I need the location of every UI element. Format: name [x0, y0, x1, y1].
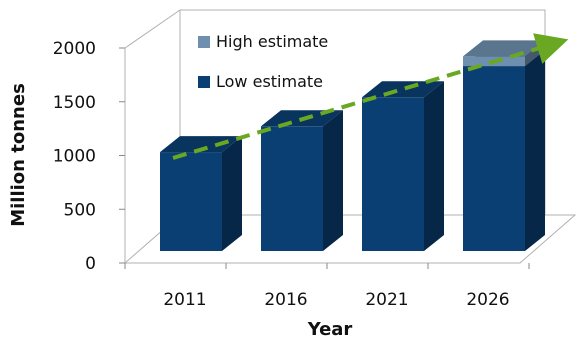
bar-low-estimate-2011-top	[160, 136, 242, 153]
legend-swatch-high-estimate	[198, 36, 210, 48]
bar-low-estimate-2016-side	[323, 110, 343, 251]
bar-low-estimate-2021-front	[362, 97, 424, 252]
y-tick-label: 1500	[53, 93, 96, 113]
legend: High estimate Low estimate	[198, 32, 328, 91]
y-axis-title: Million tonnes	[8, 83, 29, 227]
legend-label-low-estimate: Low estimate	[216, 72, 323, 91]
bar-low-estimate-2021-top	[362, 81, 444, 98]
bar-low-estimate-2016	[261, 110, 343, 251]
bar-low-estimate-2021	[362, 81, 444, 252]
legend-swatch-low-estimate	[198, 76, 210, 88]
x-axis-title: Year	[307, 319, 353, 340]
bar-low-estimate-2021-side	[424, 81, 444, 252]
y-tick-label: 0	[85, 254, 96, 274]
bar-low-estimate-2011	[160, 136, 242, 251]
legend-label-high-estimate: High estimate	[216, 32, 328, 51]
bar-low-estimate-2011-front	[160, 152, 222, 251]
bar-low-estimate-2026	[463, 50, 545, 251]
y-tick-label: 1000	[53, 147, 96, 167]
trend-arrow	[172, 33, 569, 160]
bar-high-estimate-2026-top	[463, 40, 545, 57]
x-axis: 2011 2016 2021 2026	[124, 263, 530, 310]
bars	[160, 40, 545, 252]
x-tick-label: 2026	[466, 290, 509, 310]
x-tick-label: 2021	[365, 290, 408, 310]
side-wall-edge-top	[124, 9, 181, 49]
y-tick-label: 500	[64, 200, 96, 220]
x-tick-label: 2011	[163, 290, 206, 310]
bar-low-estimate-2026-front	[463, 66, 525, 251]
bar-low-estimate-2016-front	[261, 126, 323, 251]
y-axis: 0 500 1000 1500 2000	[53, 39, 125, 274]
bar-low-estimate-2011-side	[222, 136, 242, 251]
bar-low-estimate-2026-side	[525, 50, 545, 251]
x-tick-label: 2016	[264, 290, 307, 310]
y-tick-label: 2000	[53, 39, 96, 59]
